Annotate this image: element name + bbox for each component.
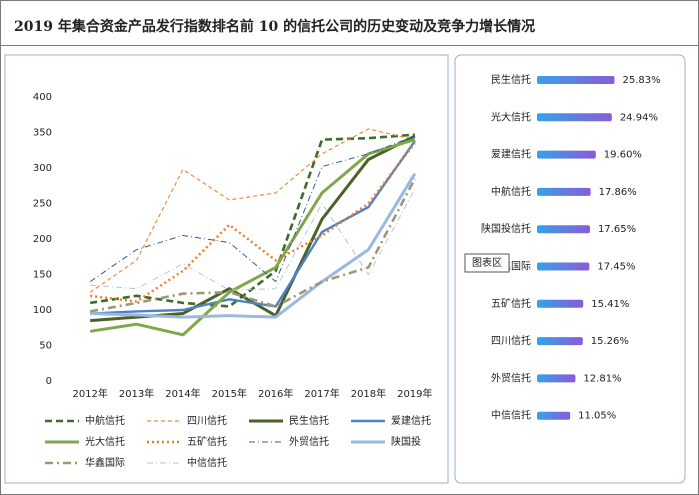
value-label: 15.26% <box>591 336 629 347</box>
legend-label: 中航信托 <box>85 414 125 427</box>
series-line <box>89 138 416 337</box>
title-box <box>0 0 699 46</box>
bar <box>537 76 615 84</box>
rank-name: 中航信托 <box>491 185 531 198</box>
bar <box>537 187 591 196</box>
series-line <box>89 133 415 308</box>
rank-name: 陕国投信托 <box>481 222 531 235</box>
bar <box>537 225 590 234</box>
series-line <box>89 178 416 313</box>
bar <box>537 262 590 271</box>
legend-label: 陕国投 <box>391 435 421 448</box>
series-line <box>90 142 416 303</box>
legend-label: 中信信托 <box>187 456 227 469</box>
series-line <box>89 128 415 293</box>
x-tick-label: 2017年 <box>304 387 339 400</box>
rank-panel <box>454 54 686 484</box>
legend-label: 华鑫国际 <box>85 456 125 469</box>
rank-name: 四川信托 <box>491 334 531 347</box>
value-label: 25.83% <box>622 75 660 86</box>
x-tick-label: 2018年 <box>351 387 386 400</box>
legend-label: 光大信托 <box>85 435 125 448</box>
value-label: 11.05% <box>578 411 616 422</box>
value-label: 24.94% <box>620 112 658 123</box>
y-tick-label: 50 <box>39 341 52 352</box>
value-label: 17.86% <box>599 187 637 198</box>
value-label: 12.81% <box>583 373 621 384</box>
rank-name: 中信信托 <box>491 409 531 422</box>
x-tick-label: 2012年 <box>72 387 107 400</box>
y-tick-label: 250 <box>33 199 52 210</box>
bar <box>537 299 584 308</box>
bar <box>537 150 596 159</box>
rank-name: 光大信托 <box>491 110 531 123</box>
y-tick-label: 100 <box>33 305 52 316</box>
y-tick-label: 350 <box>33 128 52 139</box>
series-line <box>89 135 415 283</box>
legend-label: 外贸信托 <box>289 435 329 448</box>
bar <box>537 411 571 420</box>
plot-panel <box>4 54 449 484</box>
y-tick-label: 400 <box>33 92 52 103</box>
x-tick-label: 2013年 <box>119 387 154 400</box>
value-label: 17.65% <box>598 224 636 235</box>
x-tick-label: 2016年 <box>258 387 293 400</box>
value-label: 19.60% <box>604 150 642 161</box>
y-tick-label: 200 <box>33 234 52 245</box>
bar <box>537 374 576 383</box>
y-tick-label: 300 <box>33 163 52 174</box>
y-tick-label: 0 <box>46 376 52 387</box>
rank-name: 五矿信托 <box>491 297 531 310</box>
legend-label: 民生信托 <box>289 414 329 427</box>
series-line <box>90 172 417 319</box>
value-label: 17.45% <box>597 262 635 273</box>
y-tick-label: 150 <box>33 270 52 281</box>
x-tick-label: 2015年 <box>212 387 247 400</box>
legend-label: 五矿信托 <box>187 435 227 448</box>
x-tick-label: 2014年 <box>165 387 200 400</box>
series-line <box>90 189 416 291</box>
rank-name: 外贸信托 <box>491 371 531 384</box>
chart-title: 2019 年集合资金产品发行指数排名前 10 的信托公司的历史变动及竞争力增长情… <box>14 18 535 35</box>
rank-name: 爱建信托 <box>491 148 531 161</box>
value-label: 15.41% <box>591 299 629 310</box>
tooltip-text: 图表区 <box>472 256 502 269</box>
legend-label: 爱建信托 <box>391 414 431 427</box>
series-line <box>90 140 416 315</box>
bar <box>537 113 612 122</box>
legend-label: 四川信托 <box>187 414 227 427</box>
tooltip-box <box>464 253 510 273</box>
x-tick-label: 2019年 <box>397 387 432 400</box>
rank-name: 民生信托 <box>491 73 531 86</box>
bar <box>537 337 583 346</box>
